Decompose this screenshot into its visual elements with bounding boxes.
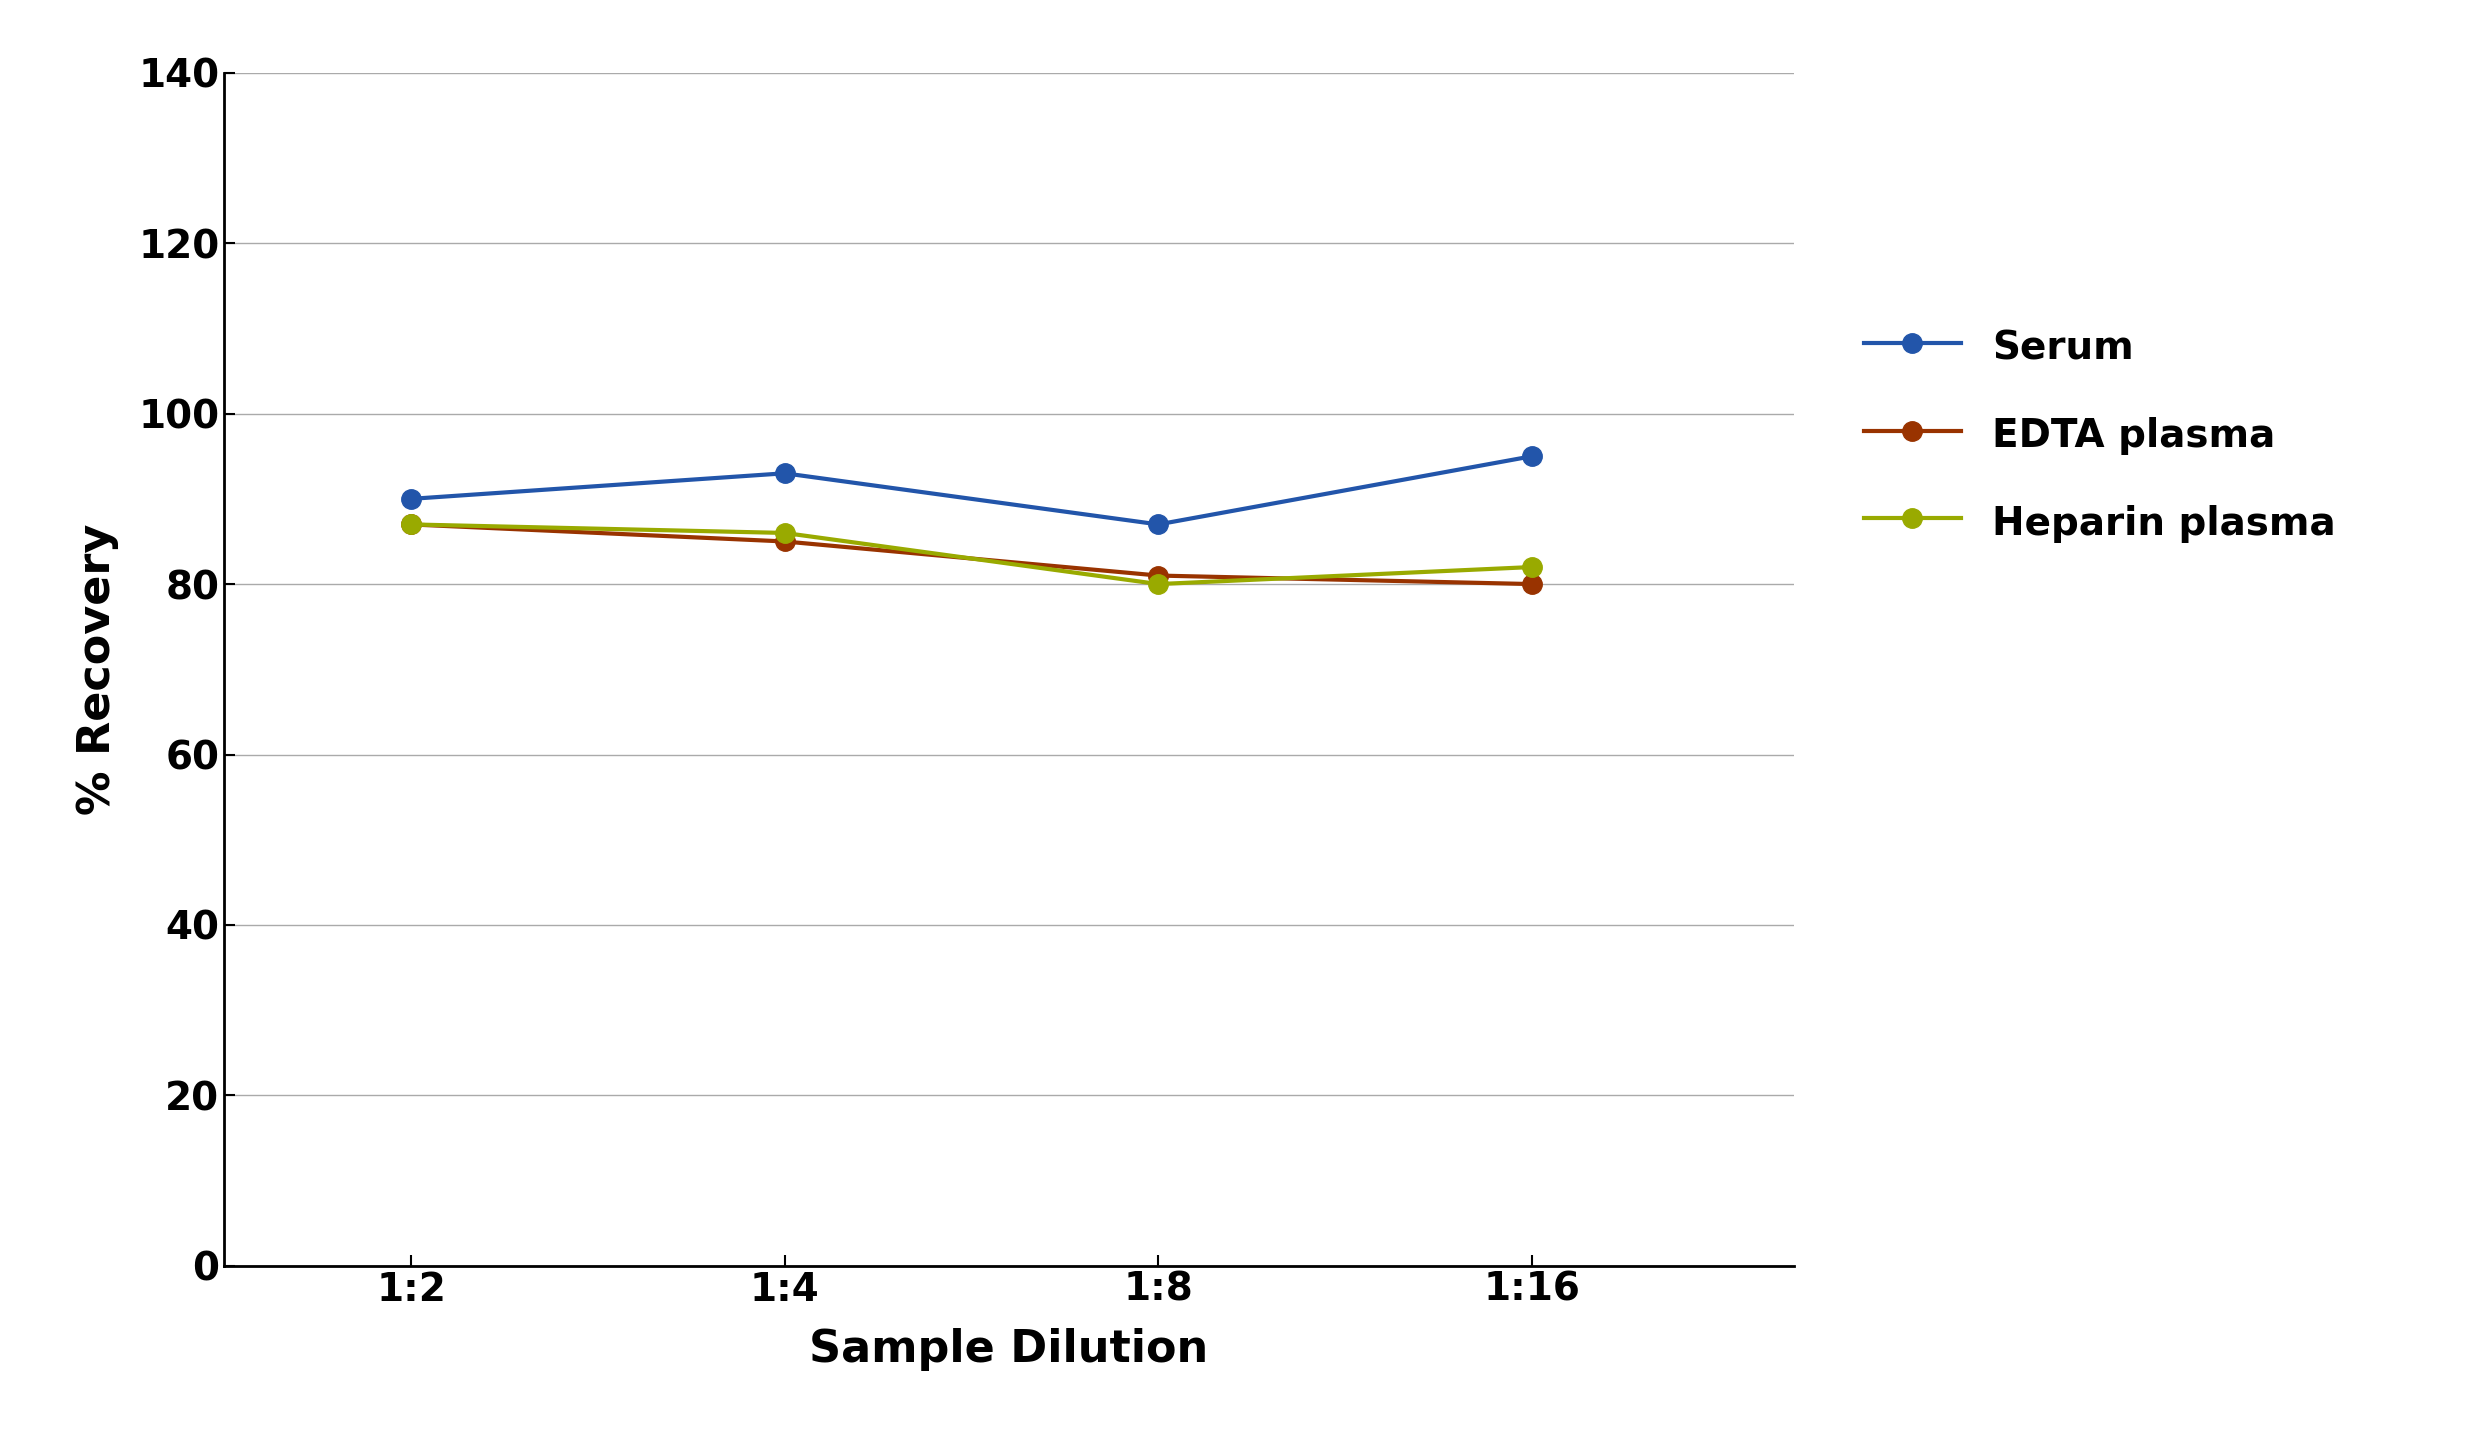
Heparin plasma	[770, 524, 800, 541]
Line: Serum: Serum	[401, 447, 1542, 534]
Heparin plasma	[1143, 575, 1173, 592]
Heparin plasma	[1517, 559, 1547, 576]
Line: EDTA plasma: EDTA plasma	[401, 515, 1542, 594]
Serum	[396, 490, 426, 508]
Serum	[770, 464, 800, 482]
Serum	[1143, 515, 1173, 533]
X-axis label: Sample Dilution: Sample Dilution	[810, 1328, 1208, 1371]
EDTA plasma	[396, 515, 426, 533]
Y-axis label: % Recovery: % Recovery	[75, 524, 120, 815]
EDTA plasma	[1143, 567, 1173, 585]
Heparin plasma	[396, 515, 426, 533]
EDTA plasma	[1517, 575, 1547, 592]
Serum	[1517, 448, 1547, 466]
EDTA plasma	[770, 533, 800, 550]
Legend: Serum, EDTA plasma, Heparin plasma: Serum, EDTA plasma, Heparin plasma	[1843, 307, 2354, 562]
Line: Heparin plasma: Heparin plasma	[401, 515, 1542, 594]
